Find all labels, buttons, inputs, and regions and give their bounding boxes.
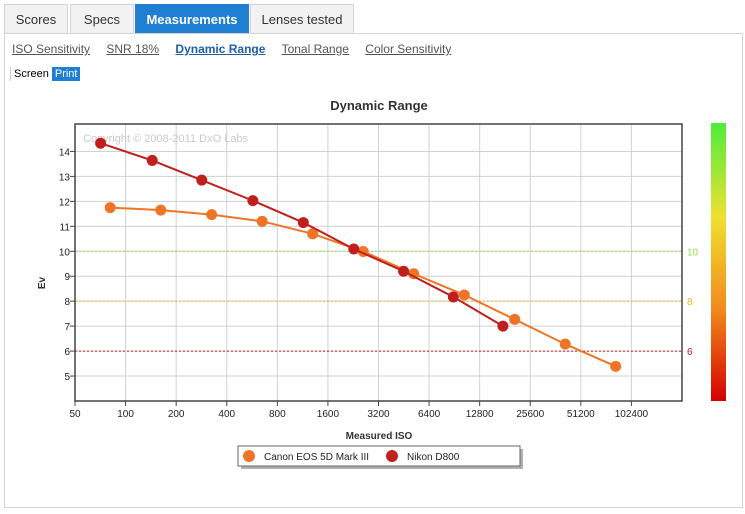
link-dynamic-range[interactable]: Dynamic Range xyxy=(175,42,266,56)
y-tick-label: 5 xyxy=(64,372,70,383)
x-tick-label: 6400 xyxy=(418,409,441,420)
link-snr-18[interactable]: SNR 18% xyxy=(106,42,160,56)
print-mode-button[interactable]: Print xyxy=(51,67,81,81)
y-tick-label: 11 xyxy=(60,222,71,233)
reference-label-6: 6 xyxy=(687,347,693,358)
tab-specs[interactable]: Specs xyxy=(70,4,134,33)
copyright-watermark: Copyright © 2008-2011 DxO Labs xyxy=(83,133,249,145)
x-tick-label: 102400 xyxy=(615,409,649,420)
y-axis-label: Ev xyxy=(37,276,48,289)
data-point-nikon xyxy=(297,217,309,229)
link-iso-sensitivity[interactable]: ISO Sensitivity xyxy=(12,42,91,56)
data-point-canon xyxy=(610,360,622,372)
data-point-canon xyxy=(509,313,521,325)
y-tick-label: 12 xyxy=(59,197,71,208)
legend-marker-canon xyxy=(243,450,255,462)
data-point-canon xyxy=(256,215,268,227)
link-color-sensitivity[interactable]: Color Sensitivity xyxy=(365,42,452,56)
x-tick-label: 3200 xyxy=(367,409,390,420)
chart-title: Dynamic Range xyxy=(330,98,428,113)
x-tick-label: 400 xyxy=(218,409,235,420)
data-point-canon xyxy=(104,202,116,214)
x-tick-label: 800 xyxy=(269,409,286,420)
chart-series xyxy=(95,137,622,372)
data-point-nikon xyxy=(247,195,259,207)
y-tick-label: 8 xyxy=(64,297,70,308)
y-tick-label: 10 xyxy=(59,247,71,258)
data-point-canon xyxy=(408,268,420,280)
y-tick-label: 9 xyxy=(64,272,70,283)
data-point-canon xyxy=(458,289,470,301)
data-point-canon xyxy=(559,338,571,350)
x-tick-label: 1600 xyxy=(317,409,340,420)
chart-legend: Canon EOS 5D Mark III Nikon D800 xyxy=(237,445,523,469)
series-line-nikon xyxy=(100,142,504,327)
legend-label-nikon: Nikon D800 xyxy=(407,452,460,463)
data-point-nikon xyxy=(497,320,509,332)
x-tick-label: 100 xyxy=(117,409,134,420)
reference-label-8: 8 xyxy=(687,297,693,308)
data-point-canon xyxy=(155,204,167,216)
legend-label-canon: Canon EOS 5D Mark III xyxy=(264,452,369,463)
data-point-nikon xyxy=(398,265,410,277)
x-tick-label: 12800 xyxy=(466,409,494,420)
measurements-panel xyxy=(4,33,743,508)
x-tick-label: 25600 xyxy=(516,409,544,420)
y-tick-label: 6 xyxy=(64,347,70,358)
data-point-nikon xyxy=(348,243,360,255)
reference-label-10: 10 xyxy=(687,247,699,258)
x-tick-label: 50 xyxy=(69,409,81,420)
y-tick-label: 14 xyxy=(59,147,71,158)
x-axis-label: Measured ISO xyxy=(346,431,413,442)
data-point-nikon xyxy=(146,154,158,166)
series-line-canon xyxy=(110,206,617,368)
data-point-nikon xyxy=(196,174,208,186)
y-tick-label: 7 xyxy=(64,322,70,333)
data-point-nikon xyxy=(95,137,107,149)
x-axis-ticks: 50 100 200 400 800 1600 3200 6400 12800 25600 5120… xyxy=(69,401,649,420)
measurement-subnav: ISO Sensitivity SNR 18% Dynamic Range To… xyxy=(12,42,464,56)
x-tick-label: 200 xyxy=(168,409,185,420)
dynamic-range-color-scale xyxy=(711,123,726,401)
tab-measurements[interactable]: Measurements xyxy=(135,4,249,33)
tab-lenses-tested[interactable]: Lenses tested xyxy=(250,4,354,33)
y-axis-ticks: 5 6 7 8 9 10 11 12 13 14 xyxy=(59,147,75,383)
legend-box xyxy=(237,445,521,467)
link-tonal-range[interactable]: Tonal Range xyxy=(281,42,349,56)
x-tick-label: 51200 xyxy=(567,409,595,420)
screen-mode-button[interactable]: Screen xyxy=(10,67,52,81)
data-point-nikon xyxy=(447,291,459,303)
data-point-canon xyxy=(307,228,319,240)
data-point-canon xyxy=(206,209,218,221)
legend-marker-nikon xyxy=(386,450,398,462)
y-tick-label: 13 xyxy=(59,172,71,183)
display-mode-toggle: Screen Print xyxy=(10,67,81,81)
tab-scores[interactable]: Scores xyxy=(4,4,68,33)
